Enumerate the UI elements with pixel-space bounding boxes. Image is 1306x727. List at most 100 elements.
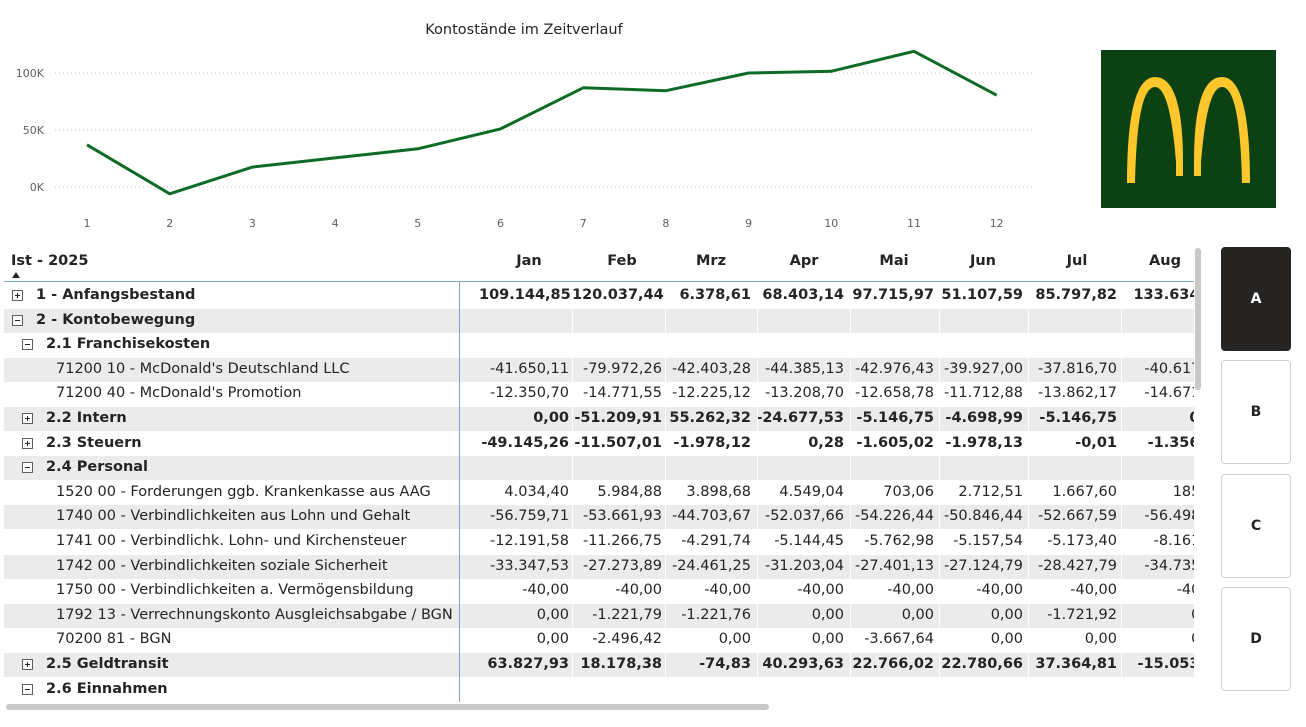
expand-icon[interactable] [22,413,33,424]
data-point[interactable] [908,45,920,57]
table-row[interactable]: 2.1 Franchisekosten [4,333,1194,357]
x-tick-label: 2 [166,217,173,230]
cell-separator [939,357,940,382]
cell-value: -5.146,75 [856,410,934,426]
expand-icon[interactable] [22,659,33,670]
table-row[interactable]: 70200 81 - BGN 0,00 -2.496,42 0,00 0,00 -3.66… [4,628,1194,652]
slicer-button-b[interactable]: B [1221,360,1291,464]
table-row[interactable]: 2.3 Steuern -49.145,26 -11.507,01 -1.978,12… [4,432,1194,456]
x-tick-label: 5 [414,217,421,230]
data-point[interactable] [825,65,837,77]
series-line-kontostand[interactable] [86,49,998,196]
cell-separator [757,603,758,628]
column-header-4[interactable]: Mai [879,253,909,269]
cell-value: -53.661,93 [582,508,662,525]
column-header-2[interactable]: Mrz [695,253,727,269]
cell-separator [572,505,573,530]
table-row[interactable]: 2.5 Geldtransit 63.827,93 18.178,38 -74,83 4… [4,653,1194,677]
cell-value: -2.496,42 [592,631,662,648]
table-row[interactable]: 71200 40 - McDonald's Promotion -12.350,7… [4,382,1194,406]
cell-value: -49.145,26 [481,434,569,451]
row-label: 2.1 Franchisekosten [46,336,211,353]
column-divider [459,281,460,702]
cell-separator [1121,308,1122,333]
cell-separator [850,308,851,333]
data-point[interactable] [660,85,672,97]
cell-separator [1121,357,1122,382]
cell-value: 37.364,81 [1035,656,1117,672]
cell-separator [1028,554,1029,579]
cell-separator [572,308,573,333]
table-row[interactable]: 71200 10 - McDonald's Deutschland LLC -41… [4,357,1194,382]
cell-value: -34.735, [1144,557,1194,574]
table-row[interactable]: 1750 00 - Verbindlichkeiten a. Vermögens… [4,579,1194,603]
collapse-icon[interactable] [22,462,33,474]
collapse-icon[interactable] [22,339,33,351]
x-tick-label: 10 [824,217,838,230]
table-row[interactable]: 1741 00 - Verbindlichk. Lohn- und Kirche… [4,530,1194,554]
y-tick-label: 0K [30,181,45,194]
row-label: 1792 13 - Verrechnungskonto Ausgleichsab… [56,606,453,623]
table-row[interactable]: 1742 00 - Verbindlichkeiten soziale Sich… [4,554,1194,579]
corner-label[interactable]: Ist - 2025 [11,253,89,269]
data-point[interactable] [991,89,1003,101]
cell-value: 0,00 [1084,631,1117,648]
column-header-0[interactable]: Jan [516,253,542,269]
data-point[interactable] [412,143,424,155]
cell-separator [939,653,940,677]
vertical-scrollbar[interactable] [1195,248,1201,390]
cell-value: 0,00 [811,631,844,648]
data-point[interactable] [329,152,341,164]
table-row[interactable]: 2 - Kontobewegung [4,308,1194,333]
table-row[interactable]: 2.2 Intern 0,00 -51.209,91 55.262,32 -24.677… [4,407,1194,431]
expand-icon[interactable] [22,437,33,449]
cell-value: -1.356, [1147,434,1194,451]
row-label: 71200 10 - McDonald's Deutschland LLC [56,360,350,377]
data-point[interactable] [577,82,589,94]
collapse-icon[interactable] [12,314,23,326]
table-row[interactable]: 2.6 Einnahmen [4,678,1194,702]
column-header-3[interactable]: Apr [789,253,819,269]
expand-icon[interactable] [12,290,23,301]
collapse-icon[interactable] [22,683,33,695]
column-header-5[interactable]: Jun [969,253,997,269]
row-label: 1742 00 - Verbindlichkeiten soziale Sich… [56,557,388,574]
table-row[interactable]: 2.4 Personal [4,456,1194,481]
cell-value: 55.262,32 [669,410,751,426]
data-point[interactable] [164,188,176,200]
sort-ascending-icon[interactable] [12,272,20,278]
table-row[interactable]: 1792 13 - Verrechnungskonto Ausgleichsab… [4,603,1194,628]
cell-separator [1028,653,1029,677]
slicer-button-c[interactable]: C [1221,474,1291,578]
cell-value: -1.978,12 [673,434,751,451]
data-point[interactable] [743,67,755,79]
column-header-1[interactable]: Feb [607,253,637,269]
cell-value: 85.797,82 [1035,287,1117,303]
cell-separator [1028,456,1029,481]
matrix-table[interactable]: Ist - 2025 Jan Feb Mrz Apr Mai Jun Jul Aug 1 - … [4,245,1194,702]
data-point[interactable] [246,161,258,173]
cell-value: 120.037,44 [572,287,664,303]
table-row[interactable]: 1520 00 - Forderungen ggb. Krankenkasse … [4,481,1194,505]
cell-value: -5.144,45 [774,533,844,549]
row-label: 2.6 Einnahmen [46,680,168,697]
cell-separator [1121,603,1122,628]
header-divider [4,281,1194,282]
cell-separator [1121,554,1122,579]
cell-value: -13.862,17 [1037,385,1117,402]
slicer-button-d[interactable]: D [1221,587,1291,691]
cell-separator [757,407,758,431]
data-point[interactable] [495,123,507,135]
horizontal-scrollbar[interactable] [6,704,769,710]
column-header-7[interactable]: Aug [1149,253,1181,269]
table-row[interactable]: 1 - Anfangsbestand 109.144,85 120.037,44 6.… [4,284,1194,308]
line-chart-visual[interactable]: Kontostände im Zeitverlauf 100K 50K 0K 1 2 3 4 5… [0,0,1060,240]
table-row[interactable]: 1740 00 - Verbindlichkeiten aus Lohn und… [4,505,1194,530]
column-header-6[interactable]: Jul [1066,253,1088,269]
data-point[interactable] [81,139,93,151]
cell-value: -44.703,67 [671,508,751,525]
slicer-button-a[interactable]: A [1221,247,1291,351]
cell-separator [665,407,666,431]
cell-value: -12.225,12 [671,385,751,402]
cell-value: 18.178,38 [580,656,662,672]
